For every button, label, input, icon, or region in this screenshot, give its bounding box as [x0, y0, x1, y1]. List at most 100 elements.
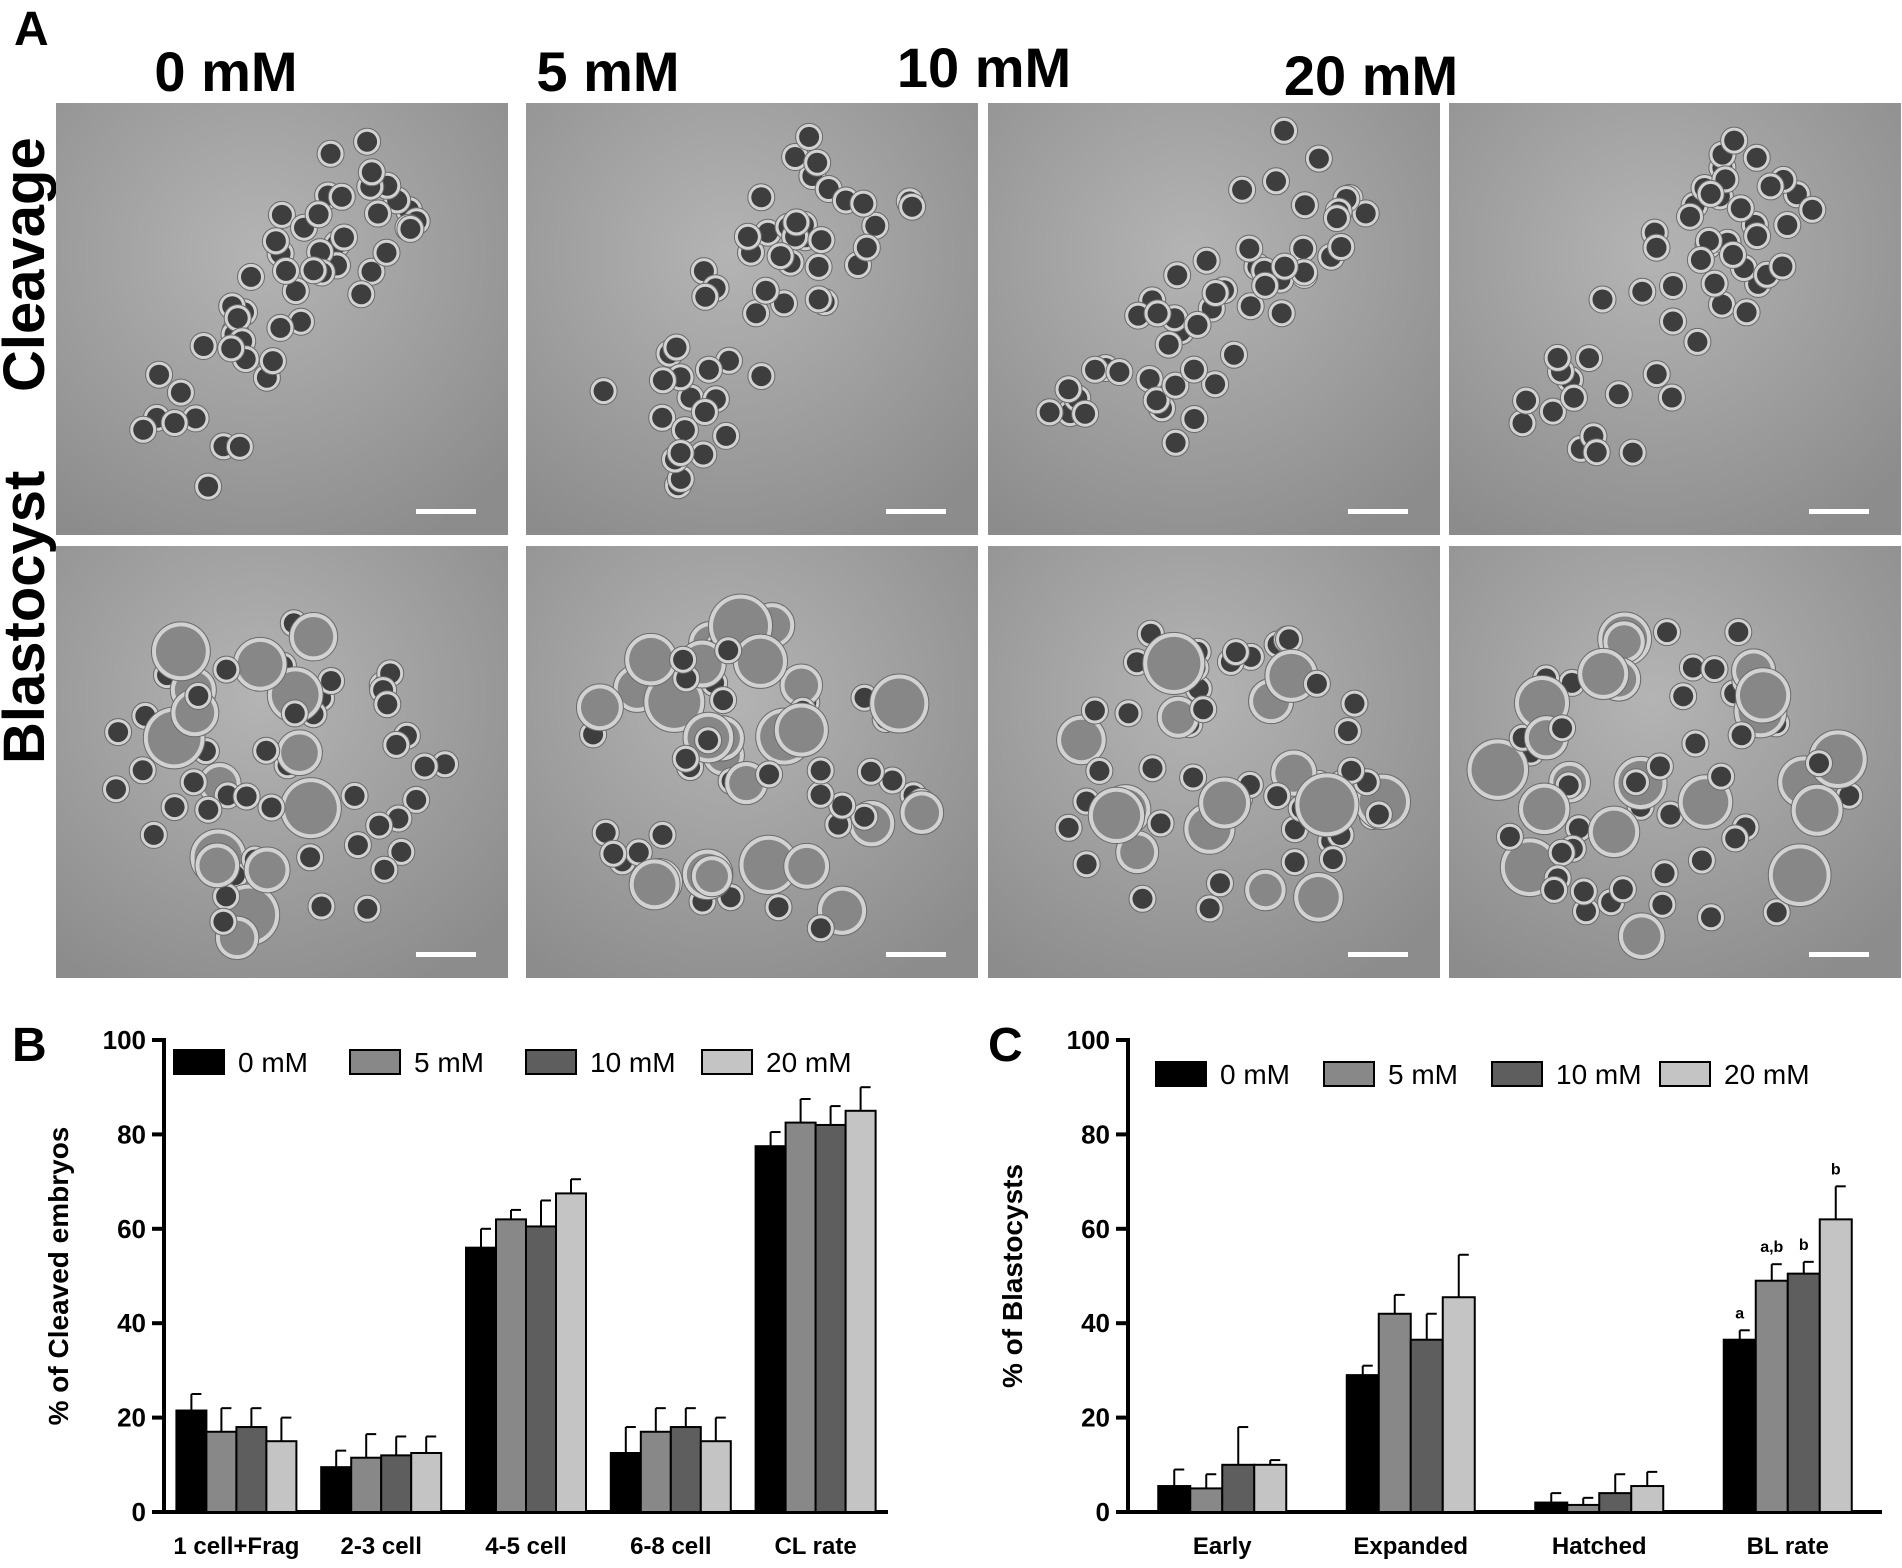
scale-bar — [1809, 509, 1869, 514]
bar — [1221, 1463, 1256, 1513]
micrograph-blastocyst-4 — [1449, 546, 1901, 978]
bar — [844, 1109, 877, 1514]
bar — [609, 1452, 642, 1513]
bar — [1253, 1463, 1288, 1513]
y-tick-label: 60 — [117, 1214, 146, 1244]
column-header-0mm: 0 mM — [154, 40, 298, 103]
bar — [380, 1454, 413, 1513]
legend-swatch — [701, 1049, 753, 1075]
significance-label: b — [1831, 1161, 1841, 1178]
bar — [1786, 1272, 1821, 1514]
legend-swatch — [1491, 1061, 1543, 1087]
bar — [1566, 1503, 1601, 1514]
bar — [205, 1430, 238, 1514]
panel-c-letter: C — [988, 1019, 1023, 1072]
chart-b-cleaved-embryos: 0 20 40 60 80 100 % of Cleaved embryos 1 cell+F… — [43, 1025, 888, 1560]
bar — [465, 1246, 497, 1513]
significance-label: a,b — [1760, 1239, 1783, 1256]
bar — [1345, 1374, 1380, 1513]
chart-c-blastocysts: 0 20 40 60 80 100 % of Blastocysts Early Expande… — [997, 1025, 1882, 1560]
y-tick-label: 0 — [132, 1497, 146, 1527]
bar — [350, 1456, 383, 1513]
legend-label: 0 mM — [1220, 1059, 1290, 1090]
column-header-10mm: 10 mM — [896, 36, 1072, 99]
bar — [1157, 1485, 1192, 1514]
bar — [1598, 1492, 1633, 1513]
scale-bar — [1348, 952, 1408, 957]
bar — [814, 1123, 847, 1514]
scale-bar — [1809, 952, 1869, 957]
micrograph-cleavage-1 — [56, 103, 508, 535]
column-header-20mm: 20 mM — [1283, 44, 1459, 107]
bar — [1818, 1218, 1853, 1514]
panel-a-letter: A — [14, 3, 49, 56]
y-tick-label: 20 — [117, 1403, 146, 1433]
x-tick-label: 4-5 cell — [485, 1533, 566, 1560]
x-tick-label: 2-3 cell — [341, 1533, 422, 1560]
legend-swatch — [1323, 1061, 1375, 1087]
significance-label: a — [1735, 1305, 1744, 1322]
y-tick-label: 40 — [117, 1308, 146, 1338]
bar — [1409, 1338, 1444, 1513]
legend-label: 10 mM — [1556, 1059, 1642, 1090]
bar — [555, 1192, 587, 1513]
bar — [175, 1409, 208, 1513]
bar — [669, 1426, 702, 1514]
bar — [495, 1218, 527, 1514]
bar — [265, 1440, 298, 1514]
x-tick-label: 6-8 cell — [630, 1533, 711, 1560]
column-header-5mm: 5 mM — [536, 40, 680, 103]
legend-label: 20 mM — [1724, 1059, 1810, 1090]
bar — [320, 1466, 353, 1514]
bar — [525, 1225, 557, 1513]
x-tick-label: Early — [1193, 1533, 1252, 1560]
legend-label: 5 mM — [1388, 1059, 1458, 1090]
y-tick-label: 20 — [1081, 1403, 1110, 1433]
micrograph-blastocyst-3 — [988, 546, 1440, 978]
row-header-blastocyst: Blastocyst — [0, 470, 57, 764]
bar — [1630, 1485, 1665, 1514]
scale-bar — [886, 952, 946, 957]
micrograph-cleavage-3 — [988, 103, 1440, 535]
y-tick-label: 100 — [103, 1025, 146, 1055]
legend-swatch — [173, 1049, 225, 1075]
bar — [639, 1430, 672, 1514]
y-tick-label: 100 — [1067, 1025, 1110, 1055]
legend-label: 20 mM — [766, 1047, 852, 1078]
legend-swatch — [1155, 1061, 1207, 1087]
significance-label: b — [1799, 1237, 1809, 1254]
y-tick-label: 0 — [1096, 1497, 1110, 1527]
legend-label: 5 mM — [414, 1047, 484, 1078]
x-tick-label: Expanded — [1353, 1533, 1468, 1560]
bar — [235, 1426, 268, 1514]
scale-bar — [416, 952, 476, 957]
x-tick-label: 1 cell+Frag — [173, 1533, 299, 1560]
bar — [1189, 1487, 1224, 1513]
micrograph-blastocyst-2 — [526, 546, 978, 978]
micrograph-cleavage-4 — [1449, 103, 1901, 535]
row-header-cleavage: Cleavage — [0, 137, 57, 392]
y-axis-label: % of Blastocysts — [997, 1164, 1028, 1388]
bar — [699, 1440, 732, 1514]
bar — [1722, 1338, 1757, 1513]
scale-bar — [416, 509, 476, 514]
x-tick-label: CL rate — [774, 1533, 856, 1560]
y-tick-label: 80 — [117, 1119, 146, 1149]
legend-label: 10 mM — [590, 1047, 676, 1078]
y-tick-label: 80 — [1081, 1119, 1110, 1149]
scale-bar — [1348, 509, 1408, 514]
micrograph-blastocyst-1 — [56, 546, 508, 978]
bar — [754, 1145, 787, 1513]
bar — [410, 1452, 443, 1513]
bar — [1754, 1279, 1789, 1513]
bar — [1377, 1312, 1412, 1514]
panel-b-letter: B — [12, 1019, 47, 1072]
y-axis-label: % of Cleaved embryos — [43, 1127, 74, 1426]
bar — [1534, 1501, 1569, 1513]
x-tick-label: Hatched — [1552, 1533, 1647, 1560]
scale-bar — [886, 509, 946, 514]
legend-swatch — [349, 1049, 401, 1075]
micrograph-cleavage-2 — [526, 103, 978, 535]
y-tick-label: 40 — [1081, 1308, 1110, 1338]
x-tick-label: BL rate — [1747, 1533, 1829, 1560]
